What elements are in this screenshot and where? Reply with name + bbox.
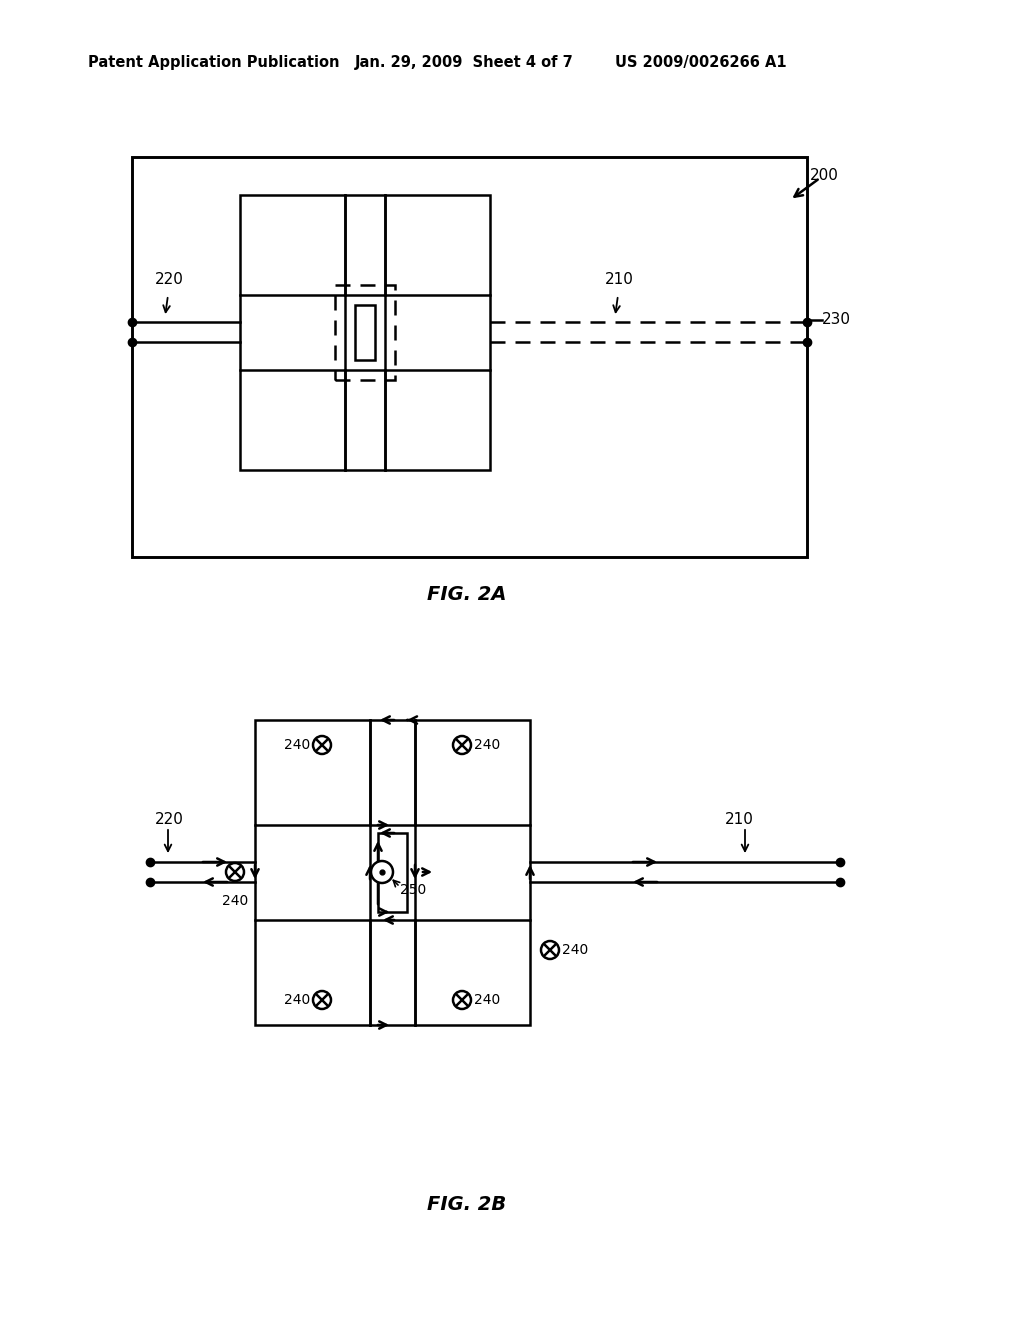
Text: 200: 200 bbox=[810, 168, 839, 182]
Circle shape bbox=[541, 941, 559, 960]
Bar bbox=[415, 920, 530, 1026]
Circle shape bbox=[371, 861, 393, 883]
Bar bbox=[415, 719, 530, 825]
Circle shape bbox=[453, 737, 471, 754]
Bar bbox=[255, 719, 370, 825]
Text: 220: 220 bbox=[155, 272, 184, 288]
Bar bbox=[240, 195, 345, 294]
Text: Jan. 29, 2009  Sheet 4 of 7: Jan. 29, 2009 Sheet 4 of 7 bbox=[355, 54, 573, 70]
Text: 240: 240 bbox=[562, 942, 588, 957]
Text: 240: 240 bbox=[284, 738, 310, 752]
Text: FIG. 2A: FIG. 2A bbox=[427, 586, 507, 605]
Text: 220: 220 bbox=[155, 813, 184, 828]
Bar bbox=[255, 920, 370, 1026]
Bar bbox=[378, 833, 407, 912]
Bar bbox=[132, 157, 807, 557]
Bar bbox=[385, 195, 490, 294]
Text: Patent Application Publication: Patent Application Publication bbox=[88, 54, 340, 70]
Bar bbox=[355, 305, 375, 360]
Text: 240: 240 bbox=[474, 993, 501, 1007]
Circle shape bbox=[313, 737, 331, 754]
Text: 230: 230 bbox=[822, 313, 851, 327]
Text: 250: 250 bbox=[400, 883, 426, 898]
Text: 210: 210 bbox=[725, 813, 754, 828]
Circle shape bbox=[453, 991, 471, 1008]
Bar bbox=[335, 285, 395, 380]
Bar bbox=[385, 370, 490, 470]
Text: FIG. 2B: FIG. 2B bbox=[427, 1196, 507, 1214]
Circle shape bbox=[313, 991, 331, 1008]
Text: 240: 240 bbox=[222, 894, 248, 908]
Bar bbox=[240, 370, 345, 470]
Text: 240: 240 bbox=[474, 738, 501, 752]
Text: 210: 210 bbox=[605, 272, 634, 288]
Text: 240: 240 bbox=[284, 993, 310, 1007]
Text: US 2009/0026266 A1: US 2009/0026266 A1 bbox=[615, 54, 786, 70]
Circle shape bbox=[226, 863, 244, 880]
